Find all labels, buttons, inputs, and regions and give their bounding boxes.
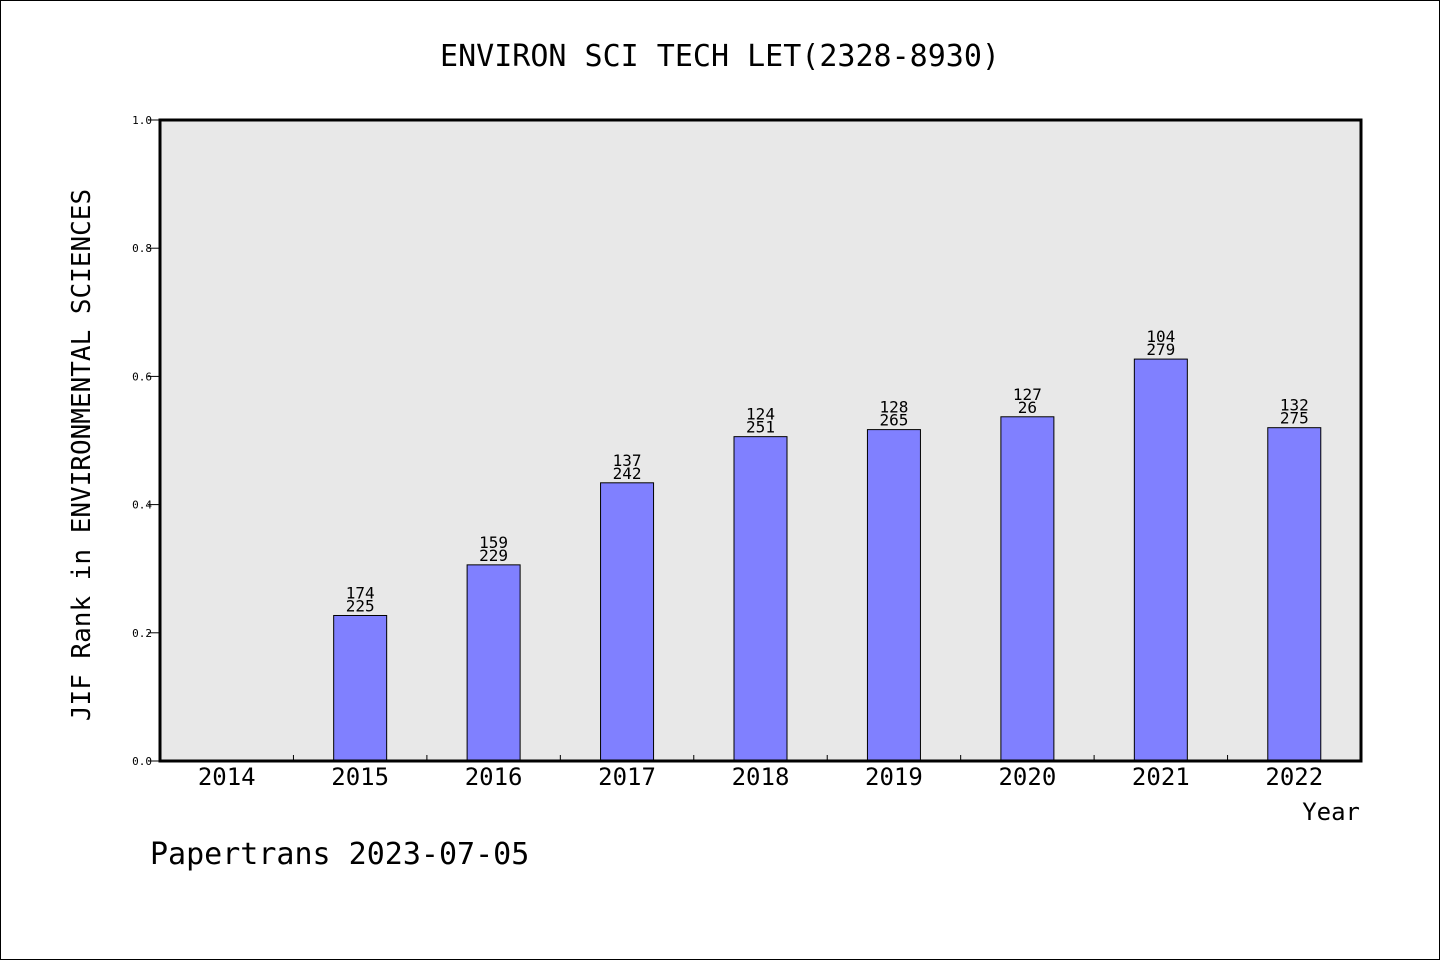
bar-2022	[1267, 427, 1322, 762]
bar-rank-label: 128	[879, 398, 908, 417]
bars-group	[333, 358, 1322, 762]
x-axis-ticks: 2014 2015 2016 2017 2018 2019 2020 2021 2022	[198, 755, 1323, 791]
y-tick-label: 1.0	[132, 114, 152, 127]
y-tick-label: 0.8	[132, 242, 152, 255]
bar-2017	[600, 482, 655, 762]
x-tick-label: 2014	[198, 763, 256, 791]
x-tick-label: 2019	[865, 763, 923, 791]
bar-2016	[466, 564, 521, 762]
bar-labels-group: 1742251592291372421242511282651272610427…	[346, 327, 1309, 615]
bar-total-label: 265	[879, 411, 908, 430]
y-axis-label: JIF Rank in ENVIRONMENTAL SCIENCES	[67, 189, 97, 721]
plot-border	[158, 118, 1363, 763]
x-tick-label: 2021	[1132, 763, 1190, 791]
bar-2019	[866, 429, 921, 762]
x-tick-label: 2017	[598, 763, 656, 791]
x-tick-label: 2015	[331, 763, 389, 791]
y-axis-ticks: 0.0 0.2 0.4 0.6 0.8 1.0	[132, 114, 160, 768]
bar-total-label: 229	[479, 546, 508, 565]
bar-rank-label: 174	[346, 583, 375, 602]
y-tick-label: 0.4	[132, 499, 152, 512]
bar-total-label: 275	[1280, 409, 1309, 428]
bar-rank-label: 137	[613, 451, 642, 470]
bar-total-label: 279	[1146, 340, 1175, 359]
bar-rank-label: 124	[746, 405, 775, 424]
bar-rank-label: 127	[1013, 385, 1042, 404]
bar-total-label: 251	[746, 418, 775, 437]
bar-2018	[733, 436, 788, 762]
bar-rank-label: 132	[1280, 396, 1309, 415]
bar-2021	[1133, 358, 1188, 762]
bar-2020	[1000, 416, 1055, 762]
bar-2015	[333, 614, 388, 762]
x-axis-label: Year	[1302, 798, 1360, 826]
x-tick-label: 2022	[1265, 763, 1323, 791]
x-tick-label: 2018	[732, 763, 790, 791]
bar-rank-label: 159	[479, 533, 508, 552]
bar-total-label: 26	[1018, 398, 1037, 417]
y-tick-label: 0.2	[132, 627, 152, 640]
bar-rank-label: 104	[1146, 327, 1175, 346]
bar-total-label: 225	[346, 596, 375, 615]
y-tick-label: 0.0	[132, 755, 152, 768]
chart-title: ENVIRON SCI TECH LET(2328-8930)	[440, 39, 1000, 74]
y-tick-label: 0.6	[132, 370, 152, 383]
bar-total-label: 242	[613, 464, 642, 483]
footer-credit: Papertrans 2023-07-05	[150, 837, 529, 872]
x-tick-label: 2016	[465, 763, 523, 791]
x-tick-label: 2020	[998, 763, 1056, 791]
